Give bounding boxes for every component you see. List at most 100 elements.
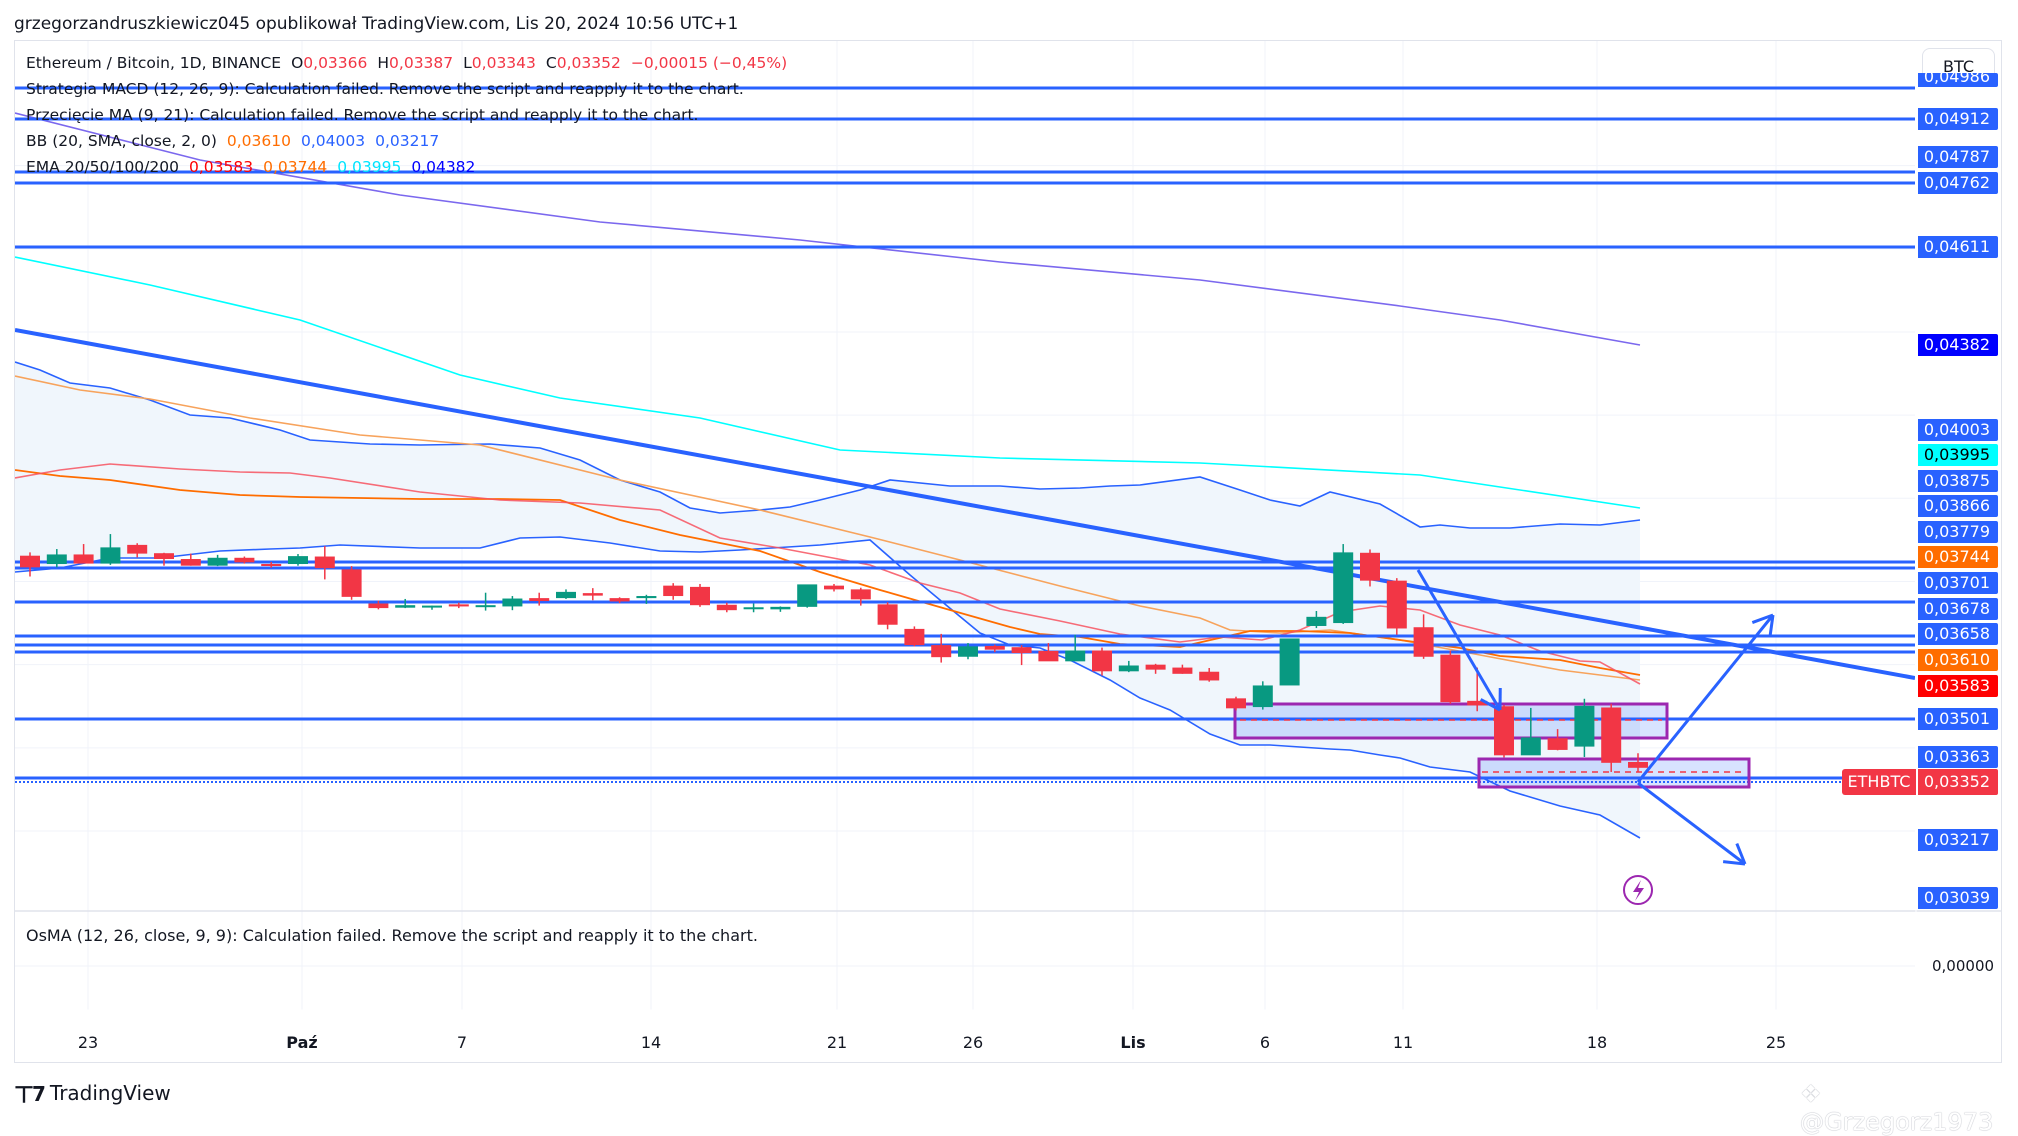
time-axis-label: 6 [1260, 1033, 1270, 1052]
time-axis-label: Paź [286, 1033, 317, 1052]
candle-body [1494, 706, 1514, 755]
ema20-value: 0,03583 [189, 158, 253, 176]
price-axis-label: 0,04787 [1918, 146, 1998, 168]
price-axis-label: 0,03995 [1918, 444, 1998, 466]
candle-body [1414, 627, 1434, 657]
candle-body [449, 604, 469, 606]
price-axis-label: 0,03039 [1918, 887, 1998, 909]
candle-body [824, 586, 844, 590]
candle-body [556, 592, 576, 598]
low-value: 0,03343 [472, 54, 536, 72]
candle-body [1333, 552, 1353, 623]
candle-body [154, 553, 174, 559]
candle-body [1146, 665, 1166, 670]
price-axis-label: 0,03217 [1918, 829, 1998, 851]
candle-body [288, 556, 308, 564]
candle-body [181, 559, 201, 566]
price-axis-label: 0,03658 [1918, 623, 1998, 645]
bb-basis-value: 0,03610 [227, 132, 291, 150]
ema200-value: 0,04382 [411, 158, 475, 176]
time-axis-label: 25 [1766, 1033, 1786, 1052]
price-axis-label: 0,03352 [1918, 769, 1998, 795]
time-axis-label: 18 [1587, 1033, 1607, 1052]
candle-body [1199, 672, 1219, 681]
candle-body [476, 605, 496, 607]
candle-body [958, 646, 978, 656]
candle-body [717, 605, 737, 610]
time-axis-label: 21 [827, 1033, 847, 1052]
candle-body [851, 589, 871, 599]
candle-body [610, 598, 630, 601]
symbol-price-tag: ETHBTC [1842, 769, 1916, 795]
candle-body [1092, 651, 1112, 672]
change-value: −0,00015 (−0,45%) [631, 54, 787, 72]
candle-body [1521, 737, 1541, 755]
candle-body [1360, 553, 1380, 581]
price-axis-label: 0,03866 [1918, 495, 1998, 517]
watermark-icon: ❖ [1800, 1080, 1822, 1108]
price-axis-label: 0,03363 [1918, 746, 1998, 768]
candle-body [1065, 651, 1085, 662]
candle-body [1601, 707, 1621, 762]
bb-lower-value: 0,03217 [375, 132, 439, 150]
candle-body [127, 545, 147, 554]
candle-body [1012, 647, 1032, 653]
open-value: 0,03366 [303, 54, 367, 72]
ema100-value: 0,03995 [337, 158, 401, 176]
symbol-title[interactable]: Ethereum / Bitcoin, 1D, BINANCE [26, 54, 281, 72]
main-pane[interactable] [15, 88, 1915, 904]
tradingview-logo[interactable]: ㄒ7 TradingView [14, 1078, 171, 1107]
candle-body [1253, 685, 1273, 707]
candle-body [47, 554, 67, 564]
candle-body [74, 554, 94, 563]
indicator-ma-cross[interactable]: Przecięcie MA (9, 21): Calculation faile… [26, 106, 699, 124]
candle-body [208, 558, 228, 566]
candle-body [342, 569, 362, 596]
candle-body [422, 606, 442, 608]
close-value: 0,03352 [557, 54, 621, 72]
price-axis-label: 0,03744 [1918, 546, 1998, 568]
high-value: 0,03387 [389, 54, 453, 72]
candle-body [1387, 581, 1407, 629]
candle-body [1038, 651, 1058, 661]
price-axis-label: 0,04003 [1918, 419, 1998, 441]
candle-body [502, 599, 522, 607]
candle-body [744, 607, 764, 609]
lightning-glyph-icon [1633, 880, 1644, 901]
candle-body [931, 645, 951, 657]
price-axis-label: 0,03678 [1918, 598, 1998, 620]
price-axis-label: 0,03610 [1918, 649, 1998, 671]
candle-body [878, 604, 898, 624]
candle-body [583, 593, 603, 595]
time-axis-label: 23 [78, 1033, 98, 1052]
time-axis-label: 7 [457, 1033, 467, 1052]
candle-body [395, 605, 415, 607]
price-axis-label: 0,04912 [1918, 108, 1998, 130]
candle-body [1574, 706, 1594, 747]
time-axis-label: 26 [963, 1033, 983, 1052]
down-arrow [1638, 783, 1745, 864]
candle-body [1628, 762, 1648, 768]
zone-box-lower [1479, 759, 1749, 787]
candle-body [529, 598, 549, 601]
price-axis-label: 0,04611 [1918, 236, 1998, 258]
price-axis-label: 0,04986 [1918, 73, 1998, 87]
price-axis-label: 0,03701 [1918, 572, 1998, 594]
price-axis-label: 0,04382 [1918, 334, 1998, 356]
candle-body [636, 596, 656, 598]
price-axis-label: 0,03501 [1918, 708, 1998, 730]
ema50-value: 0,03744 [263, 158, 327, 176]
candle-body [690, 587, 710, 605]
author-watermark: ❖ @Grzegorz1973 [1800, 1080, 2018, 1136]
candle-body [1172, 668, 1192, 674]
tradingview-logo-icon: ㄒ7 [14, 1078, 44, 1107]
indicator-osma[interactable]: OsMA (12, 26, close, 9, 9): Calculation … [26, 926, 758, 945]
indicator-macd-strategy[interactable]: Strategia MACD (12, 26, 9): Calculation … [26, 80, 744, 98]
candle-body [1548, 738, 1568, 750]
time-axis-label: 14 [641, 1033, 661, 1052]
candle-body [1440, 655, 1460, 702]
candle-body [770, 607, 790, 609]
